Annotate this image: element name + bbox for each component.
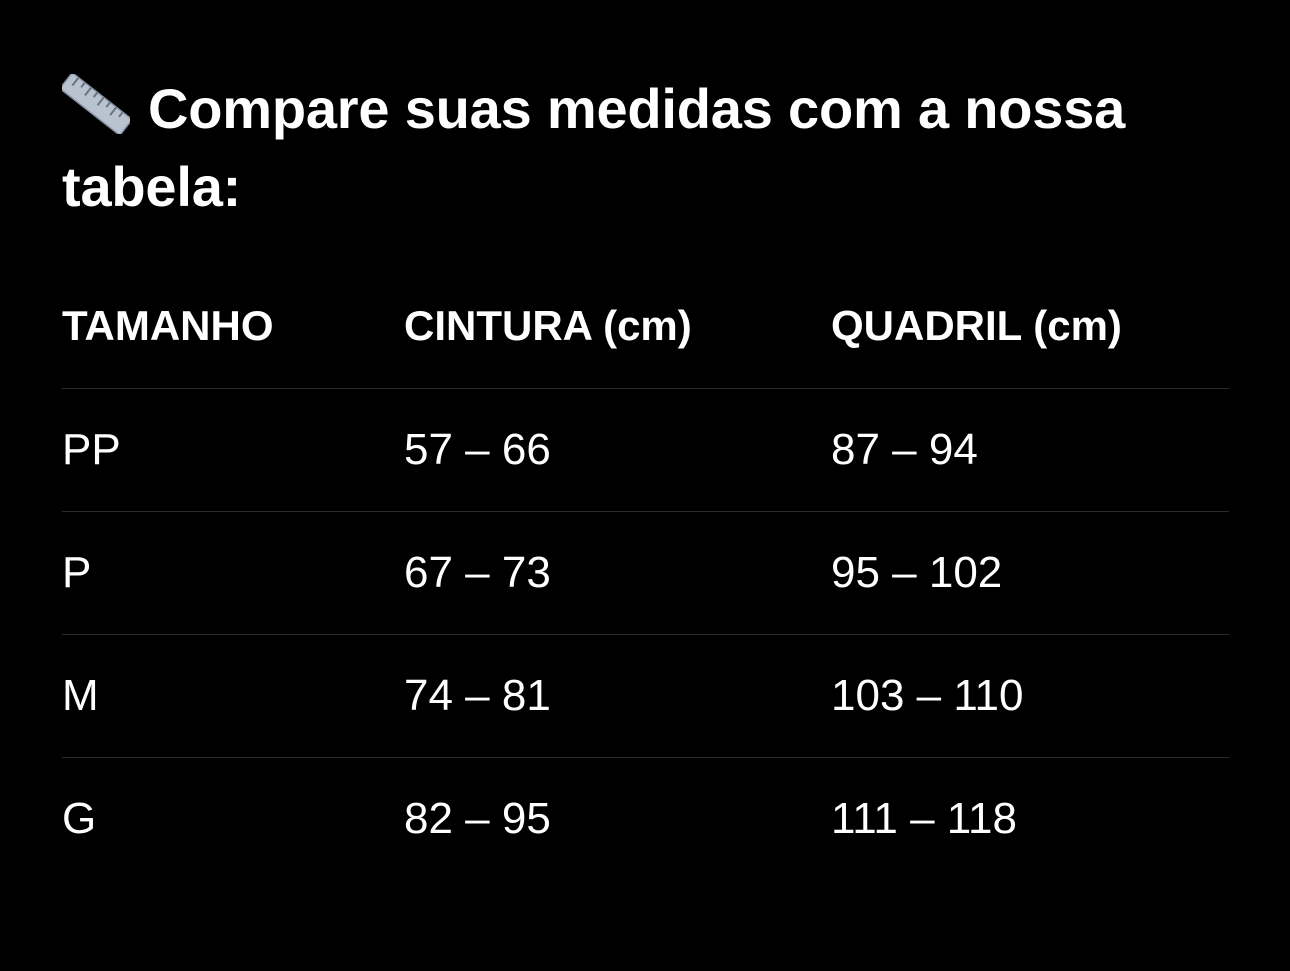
waist-cell: 82 – 95: [404, 794, 551, 843]
ruler-icon: [62, 74, 130, 134]
size-table: TAMANHO CINTURA (cm) QUADRIL (cm) PP 57 …: [62, 266, 1229, 881]
size-cell: PP: [62, 425, 121, 474]
size-cell: P: [62, 548, 92, 597]
table-row: P 67 – 73 95 – 102: [62, 512, 1229, 635]
hip-cell: 103 – 110: [831, 671, 1024, 720]
size-cell: M: [62, 671, 99, 720]
hip-cell: 87 – 94: [831, 425, 978, 474]
page-title: Compare suas medidas com a nossa tabela:: [62, 70, 1232, 226]
waist-cell: 74 – 81: [404, 671, 551, 720]
waist-cell: 67 – 73: [404, 548, 551, 597]
header-size: TAMANHO: [62, 302, 274, 349]
page-title-text: Compare suas medidas com a nossa tabela:: [62, 77, 1126, 218]
hip-cell: 95 – 102: [831, 548, 1003, 597]
table-header-row: TAMANHO CINTURA (cm) QUADRIL (cm): [62, 266, 1229, 389]
table-row: M 74 – 81 103 – 110: [62, 635, 1229, 758]
table-row: PP 57 – 66 87 – 94: [62, 389, 1229, 512]
hip-cell: 111 – 118: [831, 794, 1017, 843]
header-waist: CINTURA (cm): [404, 302, 692, 349]
header-hip: QUADRIL (cm): [831, 302, 1122, 349]
waist-cell: 57 – 66: [404, 425, 551, 474]
size-cell: G: [62, 794, 97, 843]
table-row: G 82 – 95 111 – 118: [62, 758, 1229, 881]
